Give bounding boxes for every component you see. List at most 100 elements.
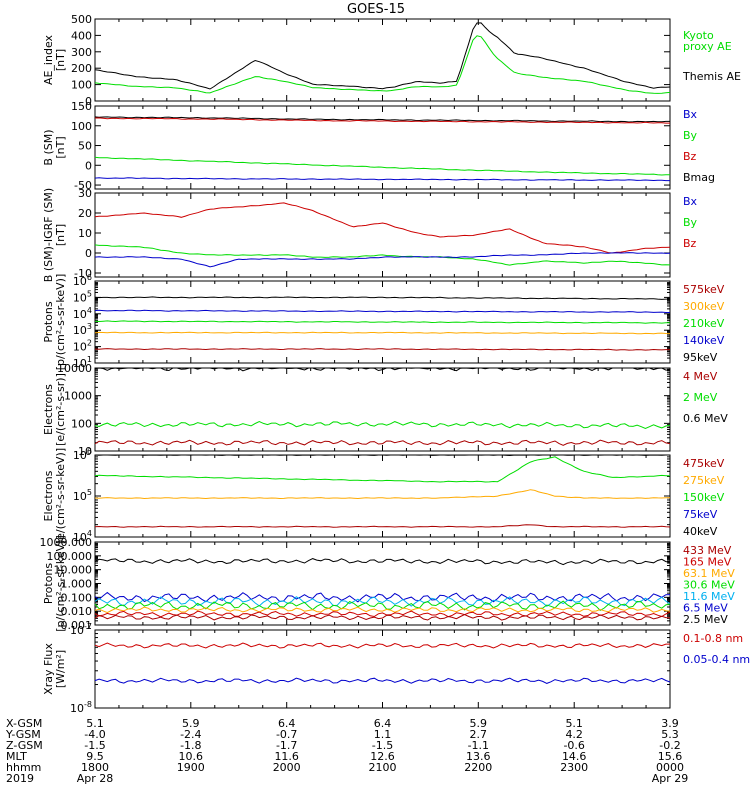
y-tick-label: 10.000 [54, 564, 93, 577]
series-electrons_kev-0 [94, 454, 670, 457]
y-tick-label: 150 [71, 100, 92, 113]
ephemeris-table: X-GSM Y-GSM Z-GSM MLT hhmm 2019 5.1 -4.0 -1.5 9.5… [0, 718, 750, 800]
legend-entry: 11.6 MeV [683, 590, 735, 603]
legend-entry: 210keV [683, 317, 725, 330]
y-axis-label: [nT] [54, 224, 67, 246]
panel-protons_mev: 0.0010.0100.1001.00010.000100.0001000.00… [40, 535, 736, 632]
y-tick-label: 10000 [57, 362, 92, 375]
y-axis-label: Xray Flux [42, 643, 55, 695]
series-electrons_kev-1 [94, 456, 670, 483]
y-axis-label: [nT] [54, 136, 67, 158]
legend-entry: 150keV [683, 491, 725, 504]
series-b_minus_igrf-0 [94, 202, 671, 254]
y-tick-label: 1000.000 [40, 536, 93, 549]
series-protons_kev-1 [94, 309, 670, 313]
ephem-value: 0000 [656, 761, 684, 774]
y-tick-label: 106 [73, 273, 92, 288]
series-b_sm-2 [94, 156, 670, 176]
series-electrons_kev-3 [94, 524, 671, 528]
ephem-label: Y-GSM [6, 728, 41, 741]
legend-entry: 140keV [683, 334, 725, 347]
series-b_sm-1 [94, 117, 670, 124]
ephem-label: X-GSM [6, 717, 43, 730]
y-axis-label: [p/(cm²-s-sr-keV)] [54, 274, 67, 371]
y-tick-label: 0.010 [61, 605, 93, 618]
series-xray_flux-0 [94, 642, 670, 649]
panel-b_sm: -50 0 50 100 150 B (SM) [nT] Bx By Bz Bmag [42, 100, 715, 192]
ephem-value: 2300 [560, 761, 589, 774]
y-tick-label: 30 [78, 187, 92, 200]
ephem-label: Z-GSM [6, 739, 43, 752]
series-xray_flux-1 [94, 677, 671, 684]
ephem-value: 6.4 [373, 717, 392, 730]
legend-entry: 300keV [683, 300, 725, 313]
ephem-value: -4.0 [84, 728, 106, 741]
ephem-value: 5.1 [565, 717, 583, 730]
panel-frame [94, 367, 671, 452]
ephem-value: 5.9 [469, 717, 488, 730]
ephem-value: -0.7 [275, 728, 298, 741]
y-axis-label: [e/(cm²-s-sr-keV)] [54, 448, 67, 544]
legend-entry: 575keV [683, 283, 725, 296]
series-protons_kev-2 [94, 320, 671, 324]
ephem-value: 3.9 [661, 717, 679, 730]
panel-frame [94, 192, 671, 278]
legend-entry: 475keV [683, 457, 725, 470]
series-b_minus_igrf-1 [94, 244, 671, 266]
legend-entry: 165 MeV [683, 556, 732, 569]
ephem-value: 2000 [272, 761, 301, 774]
ephem-label: 2019 [6, 772, 34, 785]
ephem-value: 15.6 [657, 750, 683, 763]
y-tick-label: 0.100 [61, 591, 93, 604]
ephem-value: -2.4 [180, 728, 202, 741]
series-protons_mev-5 [94, 610, 671, 618]
y-axis-label: Protons [42, 563, 55, 604]
ephem-value: -0.2 [659, 739, 681, 752]
y-axis-label: Protons [42, 301, 55, 342]
legend-entry: 75keV [683, 508, 718, 521]
plot-title: GOES-15 [347, 2, 405, 17]
legend-entry: By [683, 216, 698, 229]
series-protons_mev-3 [94, 600, 671, 612]
legend-entry: 0.6 MeV [683, 412, 728, 425]
series-ae_index-0 [94, 22, 671, 90]
ephem-value: 1800 [81, 761, 109, 774]
y-tick-label: -50 [74, 179, 92, 192]
ephem-value: 2100 [368, 761, 397, 774]
ephem-value: 6.4 [277, 717, 296, 730]
y-tick-label: 100 [71, 417, 92, 430]
ephem-value: 11.6 [274, 750, 299, 763]
legend-entry: Bz [683, 150, 697, 163]
ephem-value: 9.5 [86, 750, 104, 763]
y-tick-label: 500 [71, 13, 92, 26]
y-tick-label: 10-8 [70, 700, 92, 715]
legend-entry: 2 MeV [683, 391, 718, 404]
legend-entry: Bx [683, 108, 698, 121]
ephem-value: 10.6 [178, 750, 204, 763]
legend-entry: Kyoto [683, 29, 714, 42]
ephem-value: 14.6 [561, 750, 587, 763]
series-protons_kev-0 [94, 296, 671, 300]
legend-entry: 4 MeV [683, 370, 718, 383]
ephem-value: 5.1 [86, 717, 104, 730]
series-electrons_mev-1 [94, 421, 671, 430]
legend-entry: 40keV [683, 525, 718, 538]
panel-xray_flux: 10-8 10-7 Xray Flux [W/m²] 0.1-0.8 nm 0.05-0.… [42, 622, 750, 715]
legend-entry: Bz [683, 237, 697, 250]
y-tick-label: 105 [73, 289, 92, 304]
ephem-value: 5.9 [182, 717, 200, 730]
ephem-value: -1.5 [84, 739, 106, 752]
legend-entry: 0.05-0.4 nm [683, 653, 750, 666]
y-tick-label: 105 [73, 488, 92, 503]
y-axis-label: [W/m²] [54, 650, 67, 688]
ephem-value: 1.1 [373, 728, 392, 741]
legend-entry: 433 MeV [683, 544, 732, 557]
ephem-value: -1.8 [180, 739, 202, 752]
series-electrons_mev-2 [94, 439, 671, 446]
series-protons_kev-4 [94, 348, 670, 351]
series-protons_mev-4 [94, 606, 671, 614]
series-protons_mev-0 [94, 558, 671, 566]
y-axis-label: B (SM)-IGRF (SM) [42, 188, 55, 282]
